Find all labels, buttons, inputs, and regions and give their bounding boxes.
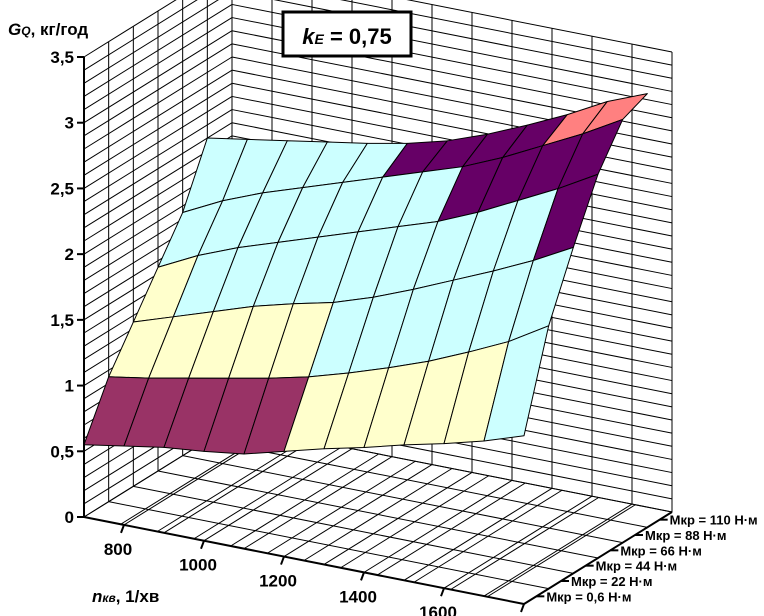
x-axis-symbol: n	[92, 587, 102, 606]
z-tick-label: 3	[65, 114, 74, 133]
chart-title: kE = 0,75	[281, 10, 413, 58]
series-tick-label: Мкр = 22 Н·м	[571, 574, 653, 589]
series-tick-label: Мкр = 0,6 Н·м	[546, 589, 631, 604]
z-axis-symbol: G	[8, 20, 21, 39]
title-prefix: k	[302, 24, 316, 49]
floor-grid-line	[487, 504, 636, 598]
z-axis-label: GQ, кг/год	[8, 20, 88, 39]
x-tick-mark	[360, 572, 365, 581]
title-sub: E	[315, 31, 325, 47]
z-tick-label: 3,5	[50, 48, 74, 67]
z-tick-label: 1	[65, 377, 74, 396]
x-tick-mark	[520, 603, 525, 613]
x-tick-label: 1400	[339, 587, 377, 606]
series-tick-label: Мкр = 66 Н·м	[620, 543, 702, 558]
x-tick-label: 1200	[259, 572, 297, 591]
x-tick-label: 800	[104, 540, 132, 559]
z-tick-label: 2	[65, 245, 74, 264]
title-value: = 0,75	[324, 24, 392, 49]
x-tick-label: 1000	[179, 556, 217, 575]
x-axis-unit: , 1/хв	[116, 587, 160, 606]
floor-grid-line	[340, 475, 489, 569]
series-tick-label: Мкр = 110 Н·м	[670, 513, 758, 528]
floor-grid-line	[193, 446, 343, 540]
title-text: kE = 0,75	[302, 24, 391, 49]
x-tick-mark	[440, 587, 445, 597]
surface-cell	[483, 325, 550, 442]
x-tick-label: 1600	[419, 603, 457, 616]
x-axis-label: nкв, 1/хв	[92, 587, 159, 606]
floor-grid-line	[377, 482, 526, 576]
x-tick-mark	[120, 524, 125, 534]
axes	[83, 57, 673, 605]
x-tick-mark	[280, 556, 285, 565]
z-tick-labels: 0 0,5 1 1,5 2 2,5 3 3,5	[50, 48, 84, 527]
x-tick-labels: 80010001200140016001800	[104, 524, 525, 616]
z-tick-label: 0	[65, 508, 74, 527]
x-axis-sub: кв	[102, 591, 115, 605]
floor-grid-line	[230, 453, 379, 547]
title-box	[281, 10, 413, 58]
back-wall-grid-line	[406, 0, 673, 53]
back-wall-grid-line	[273, 0, 673, 79]
z-tick-label: 0,5	[50, 442, 74, 461]
floor-grid-line	[413, 489, 563, 583]
back-wall-grid-line	[339, 0, 673, 66]
z-axis-unit: , кг/год	[31, 20, 89, 39]
z-tick-label: 2,5	[50, 179, 74, 198]
surface-plot	[83, 93, 648, 455]
x-axis-line	[83, 516, 525, 605]
z-tick-label: 1,5	[50, 311, 74, 330]
z-axis-sub: Q	[21, 24, 31, 38]
x-tick-mark	[200, 540, 205, 550]
depth-axis-line	[523, 511, 673, 605]
floor-grid-line	[450, 497, 599, 590]
series-tick-label: Мкр = 88 Н·м	[645, 528, 727, 543]
floor-grid-line	[303, 468, 453, 561]
floor-grid-line	[267, 460, 416, 554]
series-tick-label: Мкр = 44 Н·м	[596, 559, 678, 574]
floor-grid-line	[157, 439, 306, 532]
